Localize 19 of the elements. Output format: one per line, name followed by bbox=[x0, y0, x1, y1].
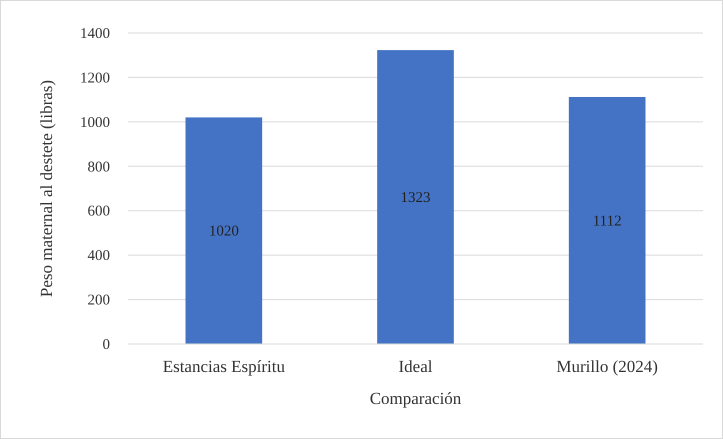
data-label: 1112 bbox=[592, 213, 622, 230]
y-axis-title: Peso maternal al destete (libras) bbox=[37, 80, 56, 298]
y-tick-label: 400 bbox=[88, 248, 110, 264]
y-tick-label: 600 bbox=[88, 204, 110, 220]
y-tick-label: 0 bbox=[102, 337, 110, 353]
x-tick-label: Ideal bbox=[398, 357, 433, 376]
y-tick-label: 1000 bbox=[80, 114, 110, 131]
bar bbox=[186, 117, 262, 344]
data-label: 1020 bbox=[208, 224, 239, 240]
y-tick-label: 800 bbox=[88, 159, 110, 176]
x-tick-label: Murillo (2024) bbox=[556, 357, 658, 376]
bar bbox=[568, 96, 646, 344]
y-tick-label: 200 bbox=[88, 292, 110, 309]
x-axis-title: Comparación bbox=[370, 389, 462, 408]
y-tick-label: 1200 bbox=[80, 70, 110, 86]
data-label: 1323 bbox=[400, 190, 430, 206]
bar bbox=[377, 50, 454, 344]
y-tick-label: 1400 bbox=[80, 26, 110, 42]
x-tick-label: Estancias Espíritu bbox=[162, 357, 286, 376]
